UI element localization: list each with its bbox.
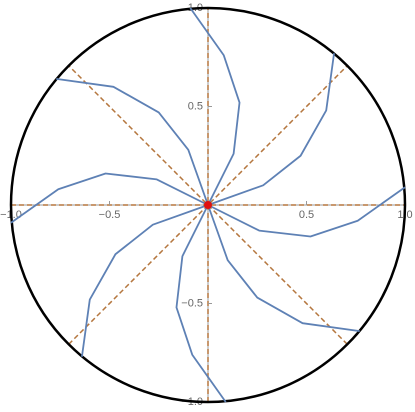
curve bbox=[207, 53, 335, 206]
curve bbox=[56, 78, 209, 206]
origin-point bbox=[204, 201, 212, 209]
x-tick-label: −0.5 bbox=[99, 209, 121, 221]
curve bbox=[10, 172, 209, 224]
curve bbox=[189, 7, 241, 206]
x-tick-label: 0.5 bbox=[299, 209, 314, 221]
curve bbox=[207, 204, 360, 332]
boundary-circle bbox=[9, 6, 407, 404]
y-tick-label: −0.5 bbox=[181, 297, 203, 309]
y-tick-label: 0.5 bbox=[188, 100, 203, 112]
reference-line bbox=[68, 65, 348, 345]
curve bbox=[175, 204, 227, 403]
curve bbox=[81, 204, 209, 357]
curve bbox=[207, 186, 406, 238]
reference-line bbox=[68, 65, 348, 345]
